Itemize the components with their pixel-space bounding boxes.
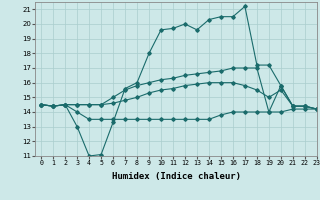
X-axis label: Humidex (Indice chaleur): Humidex (Indice chaleur) (111, 172, 241, 181)
